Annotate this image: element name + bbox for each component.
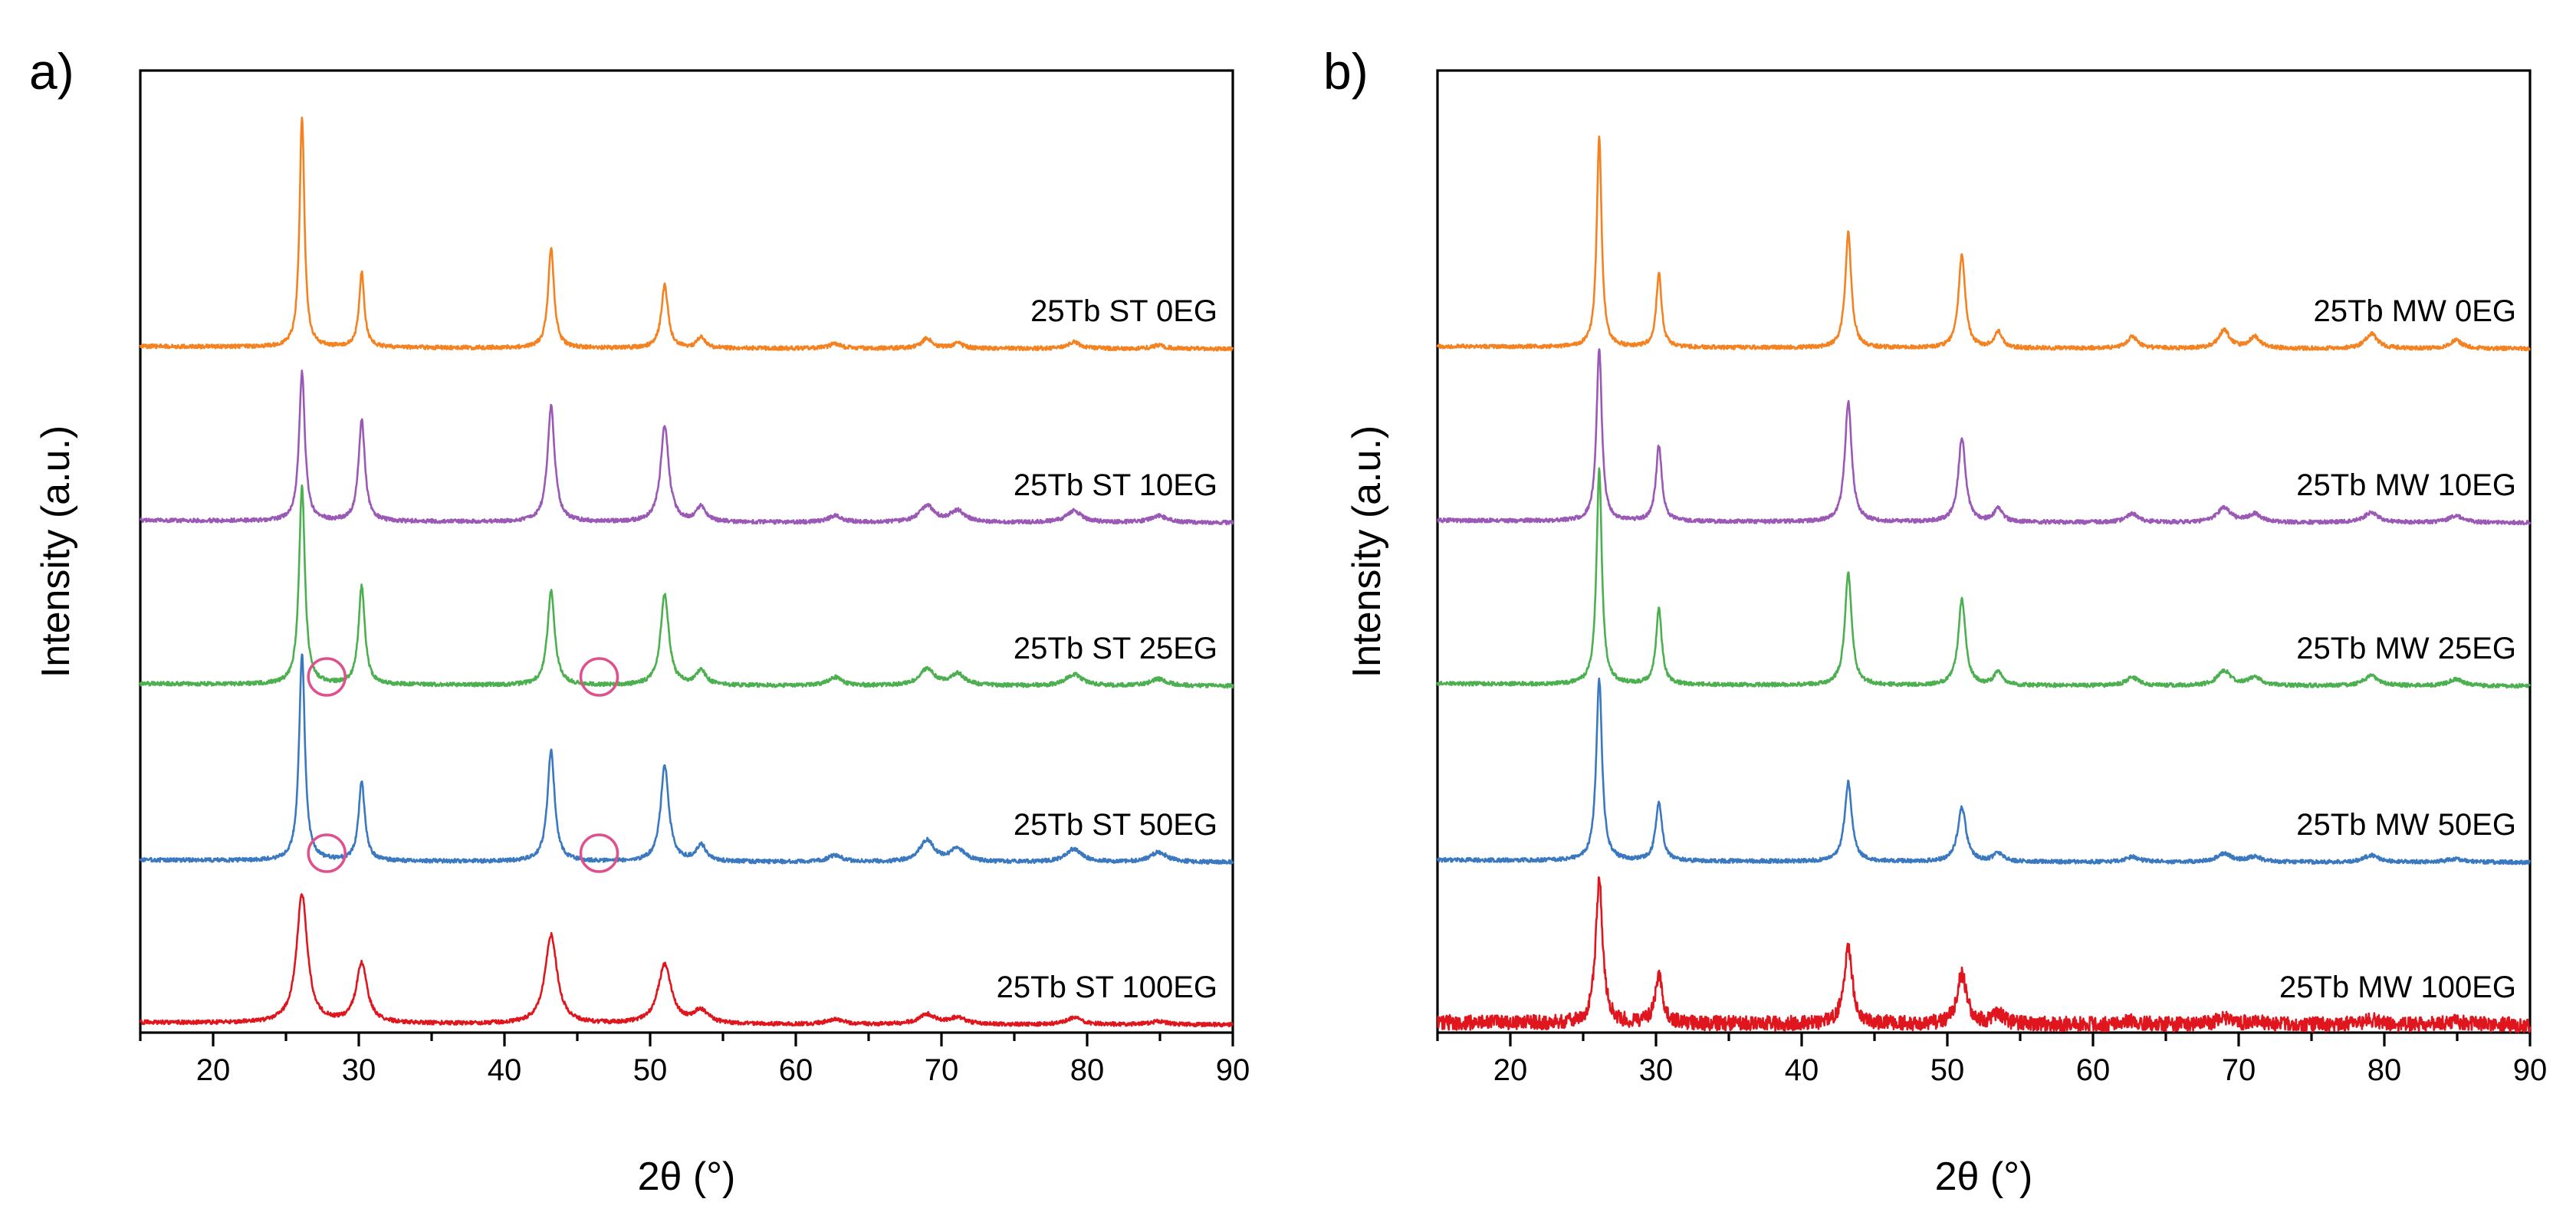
highlight-circle-marker	[307, 657, 347, 697]
y-axis-label: Intensity (a.u.)	[34, 425, 78, 678]
x-tick-label: 50	[1930, 1053, 1965, 1087]
series-label: 25Tb ST 10EG	[1014, 468, 1217, 502]
series-label: 25Tb ST 50EG	[1014, 808, 1217, 842]
x-tick-label: 20	[196, 1053, 231, 1087]
highlight-circle-marker	[579, 657, 619, 697]
series-trace-100EG	[140, 893, 1234, 1028]
x-axis-label: 2θ (°)	[1935, 1155, 2033, 1199]
panel-b: 20 30 40 50 60 70 80 90 2θ (°) Intensity (a.u.) b)…	[1323, 43, 2547, 1199]
highlight-circle-marker	[307, 833, 347, 873]
highlight-circle-marker	[579, 833, 619, 873]
series-trace-50EG	[1436, 677, 2532, 865]
series-label: 25Tb ST 0EG	[1030, 294, 1217, 328]
x-tick-label: 40	[488, 1053, 522, 1087]
x-tick-label: 40	[1785, 1053, 1819, 1087]
series-label: 25Tb MW 0EG	[2313, 294, 2516, 328]
x-tick-label: 80	[1070, 1053, 1105, 1087]
series-label: 25Tb MW 100EG	[2279, 971, 2516, 1004]
series-label: 25Tb ST 25EG	[1014, 632, 1217, 665]
x-tick-label: 60	[2076, 1053, 2111, 1087]
series-trace-50EG	[139, 653, 1234, 865]
x-tick-label: 50	[633, 1053, 668, 1087]
y-axis-label: Intensity (a.u.)	[1345, 425, 1389, 678]
series-label: 25Tb MW 50EG	[2296, 808, 2516, 842]
panel-label: b)	[1323, 43, 1368, 100]
series-trace-25EG	[1436, 467, 2532, 689]
plot-frame	[1436, 69, 2532, 1034]
x-tick-label: 70	[2222, 1053, 2256, 1087]
x-tick-label: 90	[1216, 1053, 1250, 1087]
x-axis-label: 2θ (°)	[638, 1155, 736, 1199]
x-tick-label: 70	[925, 1053, 959, 1087]
series-label: 25Tb MW 25EG	[2296, 632, 2516, 665]
series-trace-10EG	[1437, 348, 2532, 526]
x-tick-label: 60	[779, 1053, 813, 1087]
series-label: 25Tb ST 100EG	[997, 971, 1217, 1004]
series-trace-10EG	[139, 370, 1234, 526]
x-tick-label: 80	[2367, 1053, 2402, 1087]
x-tick-label: 30	[1639, 1053, 1674, 1087]
series-trace-0EG	[1436, 135, 2531, 352]
x-tick-label: 30	[342, 1053, 376, 1087]
panel-label: a)	[29, 43, 74, 100]
series-trace-25EG	[139, 484, 1234, 689]
plot-frame	[139, 69, 1234, 1034]
series-trace-0EG	[139, 117, 1234, 352]
series-trace-100EG	[1437, 876, 2532, 1033]
series-label: 25Tb MW 10EG	[2296, 468, 2516, 502]
x-tick-label: 90	[2513, 1053, 2548, 1087]
panel-a: 20 30 40 50 60 70 80 90 2θ (°) Intensity (a.u.) a)…	[29, 43, 1250, 1199]
x-tick-label: 20	[1493, 1053, 1528, 1087]
